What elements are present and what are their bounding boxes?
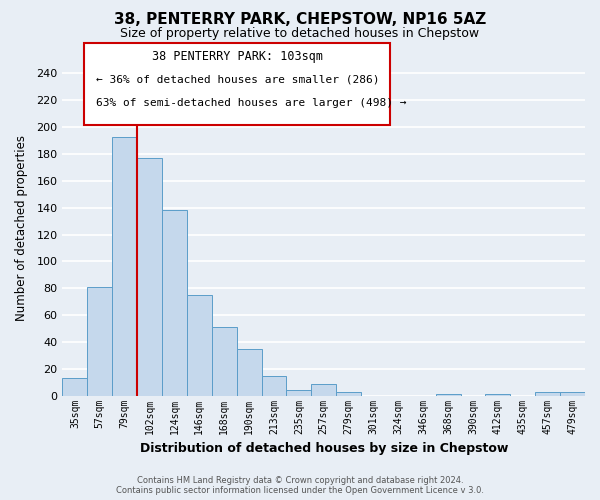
Bar: [560, 392, 585, 396]
Bar: [336, 392, 361, 396]
Bar: [311, 384, 336, 396]
Bar: [236, 348, 262, 396]
Bar: [187, 295, 212, 396]
Text: Contains public sector information licensed under the Open Government Licence v : Contains public sector information licen…: [116, 486, 484, 495]
Bar: [262, 376, 286, 396]
Bar: [162, 210, 187, 396]
Text: 38, PENTERRY PARK, CHEPSTOW, NP16 5AZ: 38, PENTERRY PARK, CHEPSTOW, NP16 5AZ: [114, 12, 486, 28]
Text: Size of property relative to detached houses in Chepstow: Size of property relative to detached ho…: [121, 28, 479, 40]
Text: ← 36% of detached houses are smaller (286): ← 36% of detached houses are smaller (28…: [96, 75, 380, 85]
Bar: [112, 136, 137, 396]
Bar: [286, 390, 311, 396]
Text: 63% of semi-detached houses are larger (498) →: 63% of semi-detached houses are larger (…: [96, 98, 407, 108]
Bar: [88, 287, 112, 396]
Y-axis label: Number of detached properties: Number of detached properties: [15, 135, 28, 321]
Text: Contains HM Land Registry data © Crown copyright and database right 2024.: Contains HM Land Registry data © Crown c…: [137, 476, 463, 485]
Bar: [212, 327, 236, 396]
Bar: [485, 394, 511, 396]
Bar: [535, 392, 560, 396]
Bar: [62, 378, 88, 396]
Bar: [436, 394, 461, 396]
X-axis label: Distribution of detached houses by size in Chepstow: Distribution of detached houses by size …: [140, 442, 508, 455]
Bar: [137, 158, 162, 396]
Text: 38 PENTERRY PARK: 103sqm: 38 PENTERRY PARK: 103sqm: [151, 50, 323, 63]
